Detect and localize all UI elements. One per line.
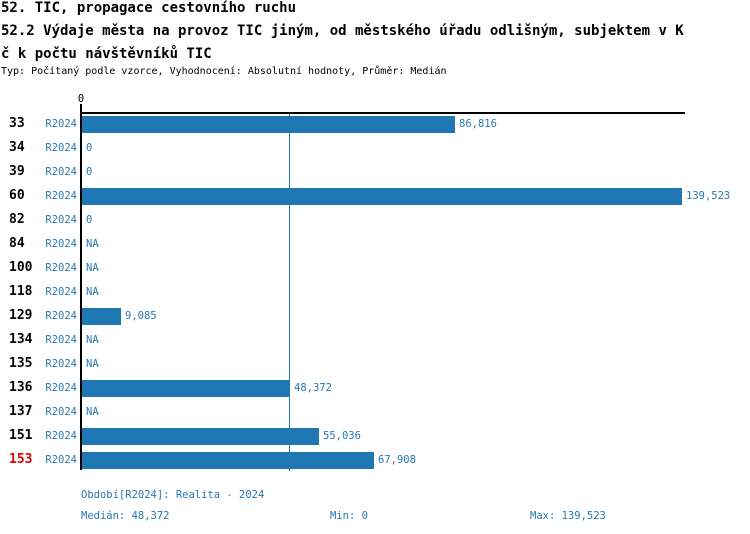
value-label: NA [86,286,99,298]
value-label: 0 [86,166,93,178]
chart-meta-info: Typ: Počítaný podle vzorce, Vyhodnocení:… [1,66,447,77]
municipality-id-label: 151 [9,428,33,443]
chart-row: 118 R2024 NA [0,280,750,304]
municipality-id-label: 34 [9,140,25,155]
median-stat: Medián: 48,372 [81,510,170,522]
value-label: 139,523 [686,190,731,202]
value-bar [82,187,682,205]
municipality-id-label: 129 [9,308,33,323]
axis-left-spine [80,104,82,470]
chart-row: 136 R2024 48,372 [0,376,750,400]
max-stat: Max: 139,523 [530,510,606,522]
municipality-id-label: 82 [9,212,25,227]
row-period-label: R2024 [45,190,77,202]
value-label: NA [86,358,99,370]
row-period-label: R2024 [45,406,77,418]
period-info: Období[R2024]: Realita - 2024 [81,489,265,501]
value-label: NA [86,238,99,250]
value-label: 0 [86,142,93,154]
row-period-label: R2024 [45,142,77,154]
value-bar [82,427,319,445]
row-period-label: R2024 [45,214,77,226]
row-period-label: R2024 [45,166,77,178]
page-subtitle-line1: 52.2 Výdaje města na provoz TIC jiným, o… [1,23,684,39]
chart-row: 153 R2024 67,908 [0,448,750,472]
row-period-label: R2024 [45,286,77,298]
row-period-label: R2024 [45,118,77,130]
municipality-id-label: 134 [9,332,33,347]
value-label: 67,908 [378,454,416,466]
axis-tick-zero-label: 0 [77,93,85,105]
chart-row: 60 R2024 139,523 [0,184,750,208]
chart-row: 135 R2024 NA [0,352,750,376]
chart-row: 137 R2024 NA [0,400,750,424]
chart-row: 39 R2024 0 [0,160,750,184]
value-bar [82,451,374,469]
chart-rows: 33 R2024 86,816 34 R2024 0 39 R2024 0 60… [0,112,750,472]
page-subtitle-line2: č k počtu návštěvníků TIC [1,46,212,62]
value-bar [82,379,290,397]
chart-row: 33 R2024 86,816 [0,112,750,136]
municipality-id-label: 118 [9,284,33,299]
chart-row: 129 R2024 9,085 [0,304,750,328]
chart-row: 34 R2024 0 [0,136,750,160]
municipality-id-label: 84 [9,236,25,251]
value-label: 48,372 [294,382,332,394]
value-label: 55,036 [323,430,361,442]
municipality-id-label: 100 [9,260,33,275]
value-label: NA [86,334,99,346]
row-period-label: R2024 [45,430,77,442]
municipality-id-label: 137 [9,404,33,419]
min-stat: Min: 0 [330,510,368,522]
value-label: 9,085 [125,310,157,322]
municipality-id-label: 136 [9,380,33,395]
municipality-id-label: 153 [9,452,33,467]
value-bar [82,115,455,133]
row-period-label: R2024 [45,454,77,466]
median-reference-line [289,114,290,471]
row-period-label: R2024 [45,238,77,250]
value-label: NA [86,406,99,418]
value-label: NA [86,262,99,274]
chart-row: 151 R2024 55,036 [0,424,750,448]
row-period-label: R2024 [45,262,77,274]
value-label: 0 [86,214,93,226]
municipality-id-label: 33 [9,116,25,131]
municipality-id-label: 135 [9,356,33,371]
row-period-label: R2024 [45,382,77,394]
value-label: 86,816 [459,118,497,130]
page-title: 52. TIC, propagace cestovního ruchu [1,0,297,16]
chart-row: 82 R2024 0 [0,208,750,232]
axis-top-line [80,112,685,114]
chart-row: 134 R2024 NA [0,328,750,352]
row-period-label: R2024 [45,334,77,346]
municipality-id-label: 60 [9,188,25,203]
municipality-id-label: 39 [9,164,25,179]
row-period-label: R2024 [45,358,77,370]
chart-row: 100 R2024 NA [0,256,750,280]
chart-row: 84 R2024 NA [0,232,750,256]
row-period-label: R2024 [45,310,77,322]
value-bar [82,307,121,325]
